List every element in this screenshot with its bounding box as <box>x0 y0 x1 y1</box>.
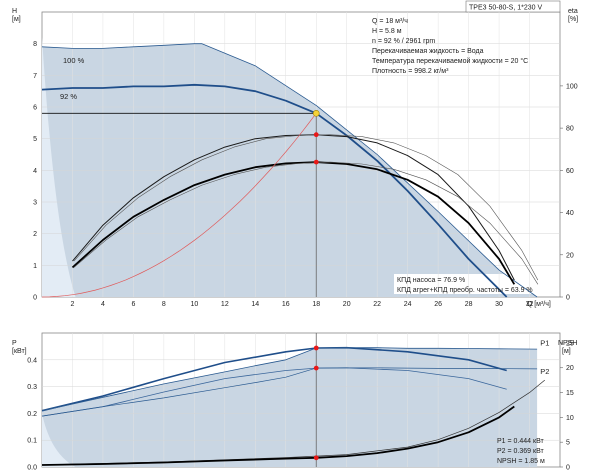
bottom-left-axis-unit: [кВт] <box>12 348 27 355</box>
top-right-axis-unit: [%] <box>568 16 578 23</box>
top-left-tick-label: 8 <box>33 41 37 48</box>
top-left-tick-label: 1 <box>33 263 37 270</box>
top-left-axis-unit: [м] <box>12 16 21 23</box>
info-line: Температура перекачиваемой жидкости = 20… <box>372 57 528 65</box>
title-box <box>465 0 561 13</box>
info-line: Перекачиваемая жидкость = Вода <box>372 48 484 55</box>
background-layer <box>41 0 561 468</box>
top-x-tick-label: 16 <box>282 301 290 308</box>
info-line: Q = 18 м³/ч <box>372 18 408 25</box>
top-x-tick-label: 28 <box>465 301 473 308</box>
power-range-area <box>42 347 538 467</box>
bottom-right-tick-label: 0 <box>566 465 570 472</box>
top-x-axis-title: Q [м³/ч] <box>527 301 551 308</box>
chart-title: TPE3 50-80-S, 1*230 V <box>469 5 542 12</box>
top-right-tick-label: 80 <box>566 126 574 133</box>
label-92: 92 % <box>60 92 77 101</box>
top-x-tick-label: 20 <box>343 301 351 308</box>
p2-value: P2 = 0.369 кВт <box>497 448 545 455</box>
eta-total-marker <box>313 159 319 165</box>
bottom-right-tick-label: 5 <box>566 440 570 447</box>
bottom-left-tick-label: 0.4 <box>27 357 37 364</box>
npsh-marker <box>313 455 319 461</box>
top-x-tick-label: 6 <box>131 301 135 308</box>
bottom-right-axis-unit: [м] <box>562 348 571 355</box>
top-left-axis-title: H <box>12 8 17 15</box>
top-left-tick-label: 6 <box>33 105 37 112</box>
bottom-left-tick-label: 0.3 <box>27 384 37 391</box>
low-flow-area <box>42 37 76 297</box>
bottom-right-tick-label: 25 <box>566 340 574 347</box>
info-line: n = 92 % / 2961 rpm <box>372 38 435 45</box>
bottom-left-tick-label: 0.2 <box>27 411 37 418</box>
top-right-tick-label: 60 <box>566 168 574 175</box>
low-flow-power-area <box>42 413 76 467</box>
mark-layer <box>312 110 320 461</box>
eta-pump-label: КПД насоса = 76.9 % <box>397 277 465 284</box>
bottom-right-axis-title: NPSH <box>558 340 577 347</box>
top-x-tick-label: 32 <box>526 301 534 308</box>
top-left-tick-label: 0 <box>33 295 37 302</box>
top-right-axis-title: eta <box>568 8 578 15</box>
label-100: 100 % <box>63 56 85 65</box>
top-x-tick-label: 18 <box>312 301 320 308</box>
top-x-tick-label: 4 <box>101 301 105 308</box>
top-x-tick-label: 24 <box>404 301 412 308</box>
curve-p2-92 <box>41 367 507 417</box>
curve-p2 <box>41 367 538 417</box>
top-right-tick-label: 20 <box>566 252 574 259</box>
npsh-value: NPSH = 1.85 м <box>497 458 545 465</box>
top-x-tick-label: 8 <box>162 301 166 308</box>
curve-npsh <box>41 405 515 466</box>
eta-pump-marker <box>313 132 319 138</box>
top-x-tick-label: 22 <box>373 301 381 308</box>
curve-head-100 <box>41 43 538 298</box>
top-right-tick-label: 0 <box>566 295 570 302</box>
top-right-tick-label: 40 <box>566 210 574 217</box>
curve-eta-pump <box>72 134 515 281</box>
curve-p1-92 <box>41 346 507 412</box>
eta-label-box <box>394 274 536 294</box>
top-x-tick-label: 2 <box>71 301 75 308</box>
eta-total-label: КПД агрег+КПД преобр. частоты = 63.9 % <box>397 286 533 294</box>
top-left-tick-label: 5 <box>33 136 37 143</box>
top-left-tick-label: 7 <box>33 73 37 80</box>
curve-eta-total <box>71 161 516 285</box>
info-line: Плотность = 998.2 кг/м³ <box>372 68 449 75</box>
bottom-right-tick-label: 15 <box>566 390 574 397</box>
curve-p1 <box>41 347 538 412</box>
label-p2: P2 <box>540 367 549 376</box>
bottom-left-tick-label: 0.1 <box>27 438 37 445</box>
top-x-tick-label: 12 <box>221 301 229 308</box>
curve-head-92 <box>41 83 508 298</box>
top-left-tick-label: 3 <box>33 200 37 207</box>
info-line: H = 5.8 м <box>372 28 402 35</box>
top-x-tick-label: 26 <box>434 301 442 308</box>
p1-marker <box>313 345 319 351</box>
bottom-right-tick-label: 10 <box>566 415 574 422</box>
bottom-left-axis-title: P <box>12 340 17 347</box>
bottom-left-tick-label: 0.0 <box>27 465 37 472</box>
top-left-tick-label: 4 <box>33 168 37 175</box>
top-x-tick-label: 10 <box>190 301 198 308</box>
top-x-tick-label: 30 <box>495 301 503 308</box>
p2-marker <box>313 365 319 371</box>
top-x-tick-label: 14 <box>251 301 259 308</box>
duty-point-marker <box>312 110 320 117</box>
top-left-tick-label: 2 <box>33 231 37 238</box>
bottom-right-tick-label: 20 <box>566 365 574 372</box>
p1-value: P1 = 0.444 кВт <box>497 438 545 445</box>
label-p1: P1 <box>540 339 549 348</box>
system-curve <box>41 113 317 298</box>
top-right-tick-label: 100 <box>566 83 578 90</box>
